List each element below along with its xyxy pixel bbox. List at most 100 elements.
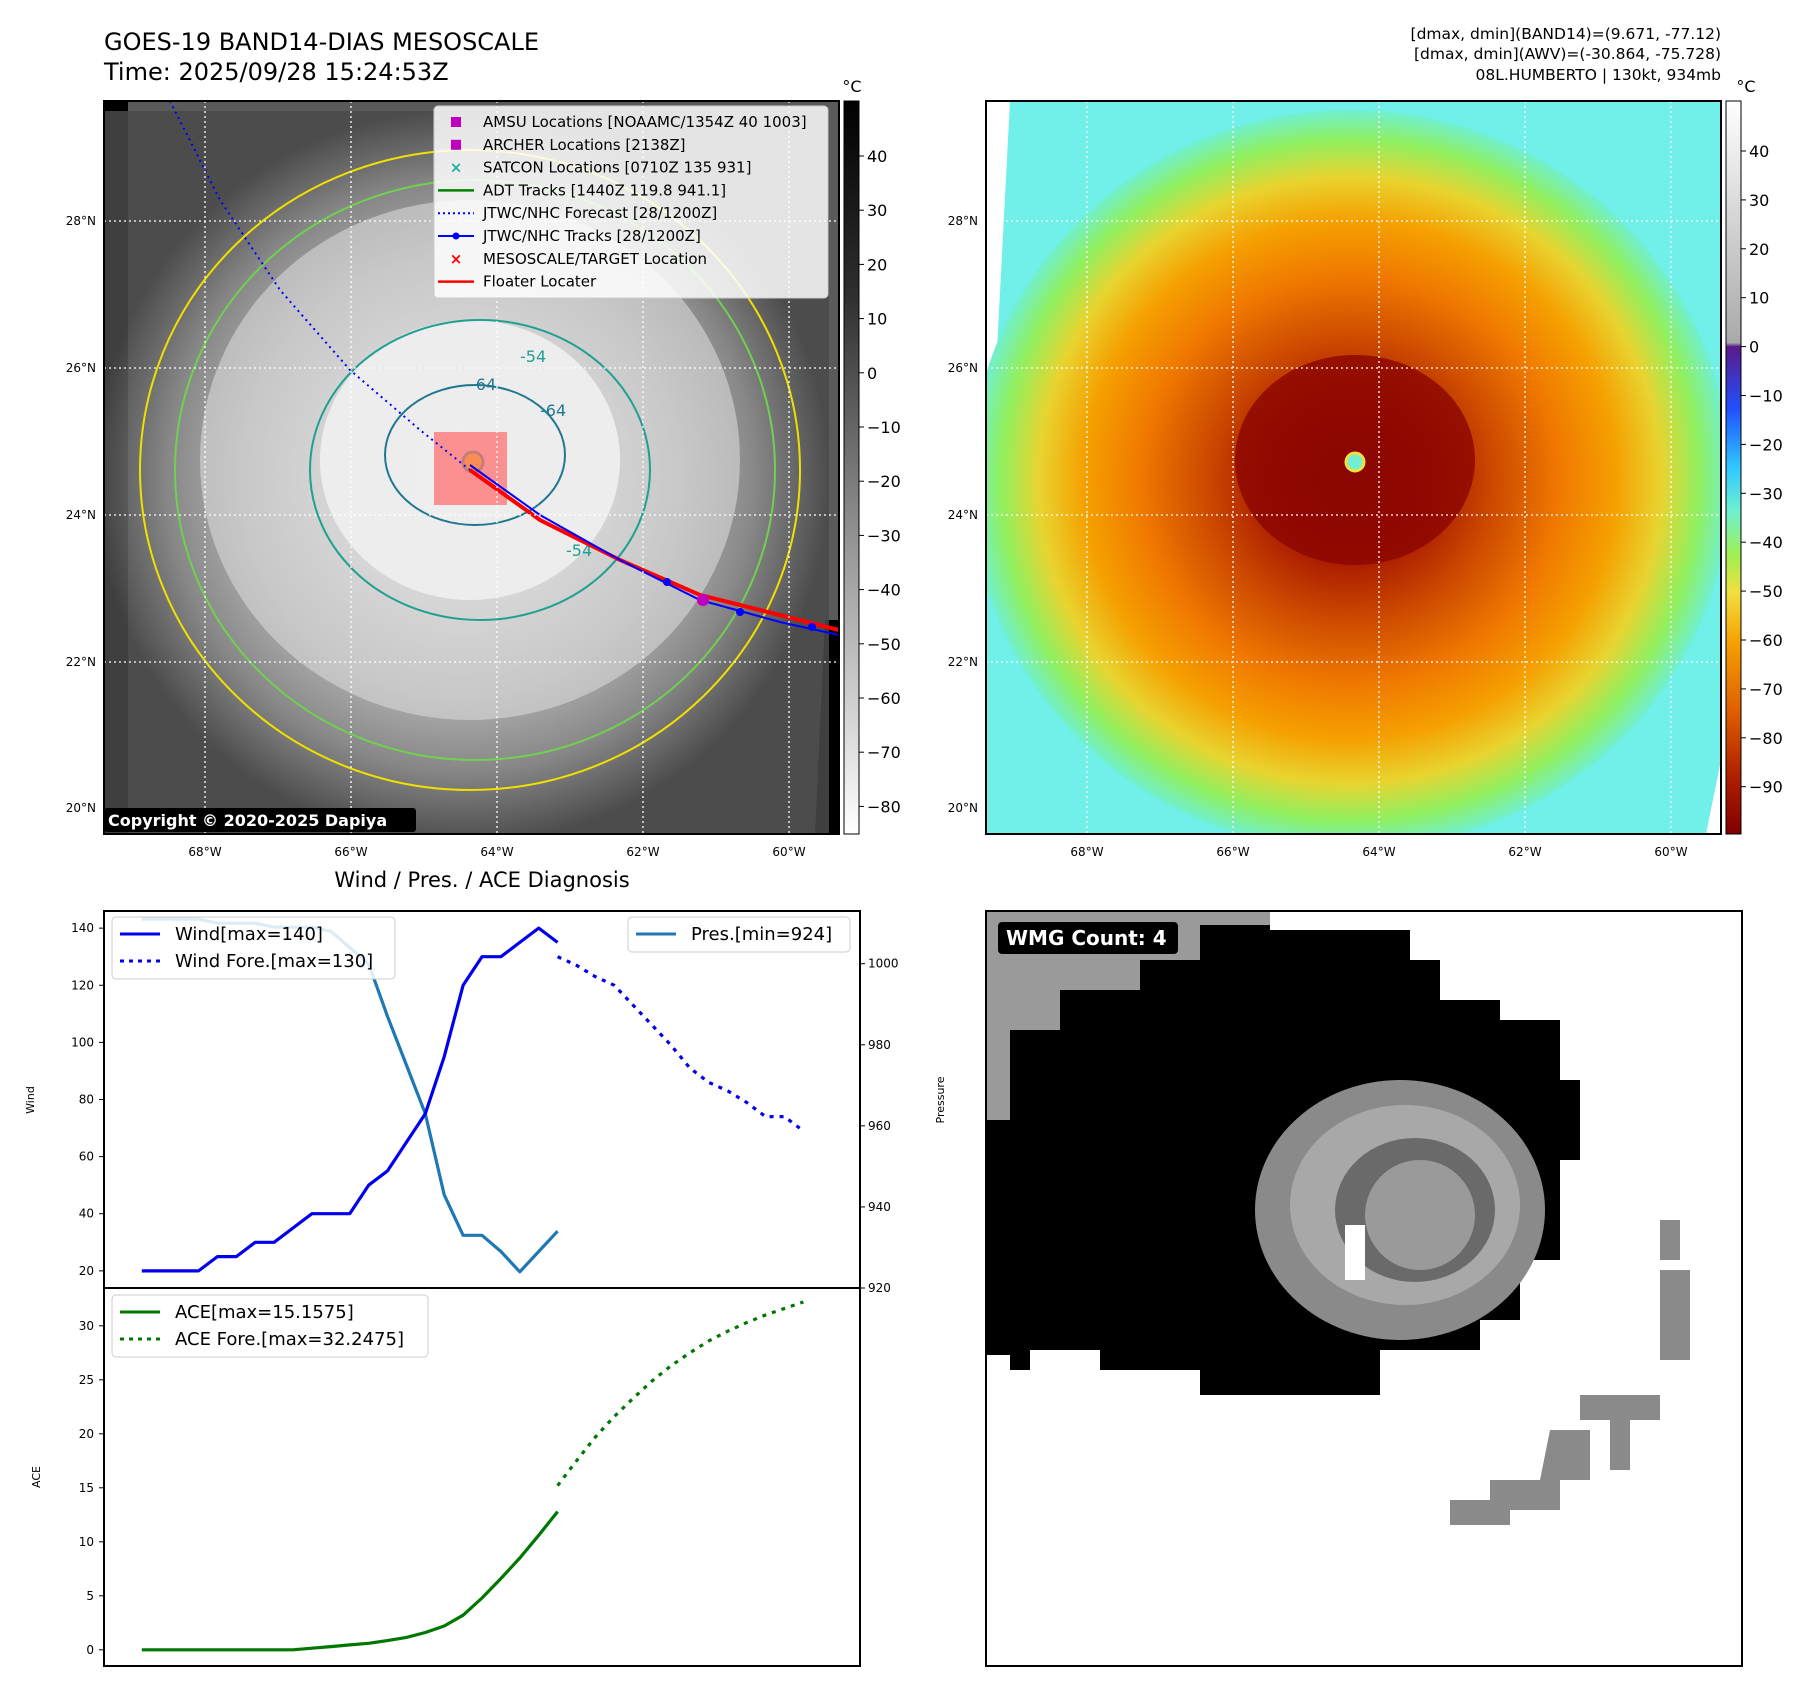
lon-label: 62°W <box>1508 845 1541 859</box>
map-legend-row: × MESOSCALE/TARGET Location <box>450 250 707 268</box>
lat-label: 28°N <box>66 214 96 228</box>
lon-label: 66°W <box>1216 845 1249 859</box>
axis-tick-label: 10 <box>79 1535 94 1549</box>
copyright-badge <box>104 808 416 832</box>
info-awv: [dmax, dmin](AWV)=(-30.864, -75.728) <box>1414 45 1721 63</box>
map-legend-row: JTWC/NHC Forecast [28/1200Z] <box>438 204 717 222</box>
diagnosis-title: Wind / Pres. / ACE Diagnosis <box>334 868 629 892</box>
wmg-panel: WMG Count: 4 <box>985 910 1743 1667</box>
colorbar-tick-label: −20 <box>867 472 901 491</box>
lon-label: 62°W <box>626 845 659 859</box>
contour-label-1: -54 <box>520 347 546 366</box>
ace-chart: ACE 30 25 20 15 10 5 0 ACE[max=15.1575] ACE Fo… <box>30 1287 861 1667</box>
wmg-band-1 <box>1580 1270 1690 1470</box>
lat-label: 24°N <box>66 508 96 522</box>
ir-gray-map: -54 -64 -64 -54 <box>66 77 901 859</box>
map1-lat-labels: 28°N 26°N 24°N 22°N 20°N <box>66 214 96 815</box>
color-eye <box>1344 451 1366 473</box>
axis-tick-label: 0 <box>86 1643 94 1657</box>
axis-tick-label: 30 <box>79 1319 94 1333</box>
figure-timestamp: Time: 2025/09/28 15:24:53Z <box>103 58 449 86</box>
colorbar-tick-label: −30 <box>1749 484 1783 503</box>
colorbar-tick-label: −70 <box>867 743 901 762</box>
lat-label: 28°N <box>948 214 978 228</box>
colorbar-tick-label: −30 <box>867 526 901 545</box>
axis-tick-label: 20 <box>79 1264 94 1278</box>
colorbar-tick-label: 0 <box>1749 338 1759 357</box>
colorbar-tick-label: 0 <box>867 364 877 383</box>
colorbar-tick-label: −10 <box>867 418 901 437</box>
colorbar-tick-label: 20 <box>867 255 887 274</box>
axis-tick-label: 940 <box>868 1200 891 1214</box>
track-point <box>663 578 671 586</box>
amsu-point <box>697 594 709 606</box>
map2-lat-labels: 28°N 26°N 24°N 22°N 20°N <box>948 214 978 815</box>
map-legend-row: AMSU Locations [NOAAMC/1354Z 40 1003] <box>451 113 807 131</box>
lat-label: 20°N <box>948 801 978 815</box>
colorbar-tick-label: 40 <box>1749 142 1769 161</box>
figure-title: GOES-19 BAND14-DIAS MESOSCALE <box>104 28 539 56</box>
wmg-band-2 <box>1450 1430 1590 1525</box>
x-marker-icon: × <box>450 159 463 177</box>
colorbar-color: °C 40 30 20 10 0 −10 −20 −30 −40 −50 −60 −70 −80 −90 <box>1725 77 1783 835</box>
legend-ace: ACE[max=15.1575] <box>175 1302 354 1323</box>
contour-teal <box>309 319 651 621</box>
dot-line-marker <box>452 232 460 240</box>
map-legend-label: JTWC/NHC Tracks [28/1200Z] <box>482 227 701 245</box>
wmg-frame <box>985 910 1743 1667</box>
legend-wind-fore: Wind Fore.[max=130] <box>175 951 373 972</box>
map-legend-row: × SATCON Locations [0710Z 135 931] <box>450 159 752 177</box>
contour-label-4: -54 <box>566 541 592 560</box>
colorbar-tick-label: 30 <box>867 201 887 220</box>
axis-tick-label: 80 <box>79 1093 94 1107</box>
colorbar-tick-label: 10 <box>1749 289 1769 308</box>
info-storm: 08L.HUMBERTO | 130kt, 934mb <box>1476 66 1722 84</box>
map-legend-label: JTWC/NHC Forecast [28/1200Z] <box>482 204 717 222</box>
contour-blue <box>384 384 566 526</box>
colorbar-tick-label: −50 <box>867 635 901 654</box>
lon-label: 60°W <box>1654 845 1687 859</box>
map1-gridlines <box>104 101 839 834</box>
wind-forecast-series-line <box>556 955 805 1133</box>
axis-tick-label: 40 <box>79 1207 94 1221</box>
contour-label-3: -64 <box>540 401 566 420</box>
lon-label: 68°W <box>188 845 221 859</box>
pressure-legend: Pres.[min=924] <box>627 916 851 953</box>
map-legend: AMSU Locations [NOAAMC/1354Z 40 1003] ARC… <box>433 105 829 299</box>
floater-track <box>468 468 839 632</box>
map1-frame <box>103 100 840 835</box>
wmg-count-label: WMG Count: 4 <box>1006 926 1167 950</box>
mesoscale-target-box <box>434 432 507 505</box>
map-legend-row: ARCHER Locations [2138Z] <box>451 136 686 154</box>
wind-pressure-chart: Wind Pressure 140 120 100 80 60 40 20 1000 980 9… <box>24 910 947 1295</box>
map2-no-data-right <box>1706 760 1721 834</box>
copyright-text: Copyright © 2020-2025 Dapiya <box>108 811 387 830</box>
lon-label: 68°W <box>1070 845 1103 859</box>
colorbar-tick-label: −60 <box>867 689 901 708</box>
colorbar-color-unit: °C <box>1736 77 1755 96</box>
track-point <box>808 623 816 631</box>
lat-label: 20°N <box>66 801 96 815</box>
pressure-axis-label: Pressure <box>934 1076 947 1123</box>
axis-tick-label: 5 <box>86 1589 94 1603</box>
lon-label: 66°W <box>334 845 367 859</box>
colorbar-tick-label: −70 <box>1749 680 1783 699</box>
ir-color-map: 28°N 26°N 24°N 22°N 20°N 68°W 66°W 64°W … <box>948 77 1783 859</box>
map1-lon-labels: 68°W 66°W 64°W 62°W 60°W <box>188 845 805 859</box>
x-marker-icon: × <box>450 250 463 268</box>
lon-label: 60°W <box>772 845 805 859</box>
colorbar-tick-label: 30 <box>1749 191 1769 210</box>
colorbar-tick-label: −10 <box>1749 387 1783 406</box>
map-legend-label: ARCHER Locations [2138Z] <box>483 136 686 154</box>
track-point <box>736 608 744 616</box>
axis-tick-label: 100 <box>71 1035 94 1049</box>
wmg-gray-region <box>986 911 1270 1120</box>
colorbar-tick-label: 10 <box>867 310 887 329</box>
wind-series-line <box>141 926 559 1273</box>
lat-label: 22°N <box>66 655 96 669</box>
axis-tick-label: 960 <box>868 1119 891 1133</box>
lat-label: 24°N <box>948 508 978 522</box>
axis-tick-label: 25 <box>79 1373 94 1387</box>
map2-frame <box>985 100 1722 835</box>
lat-label: 22°N <box>948 655 978 669</box>
